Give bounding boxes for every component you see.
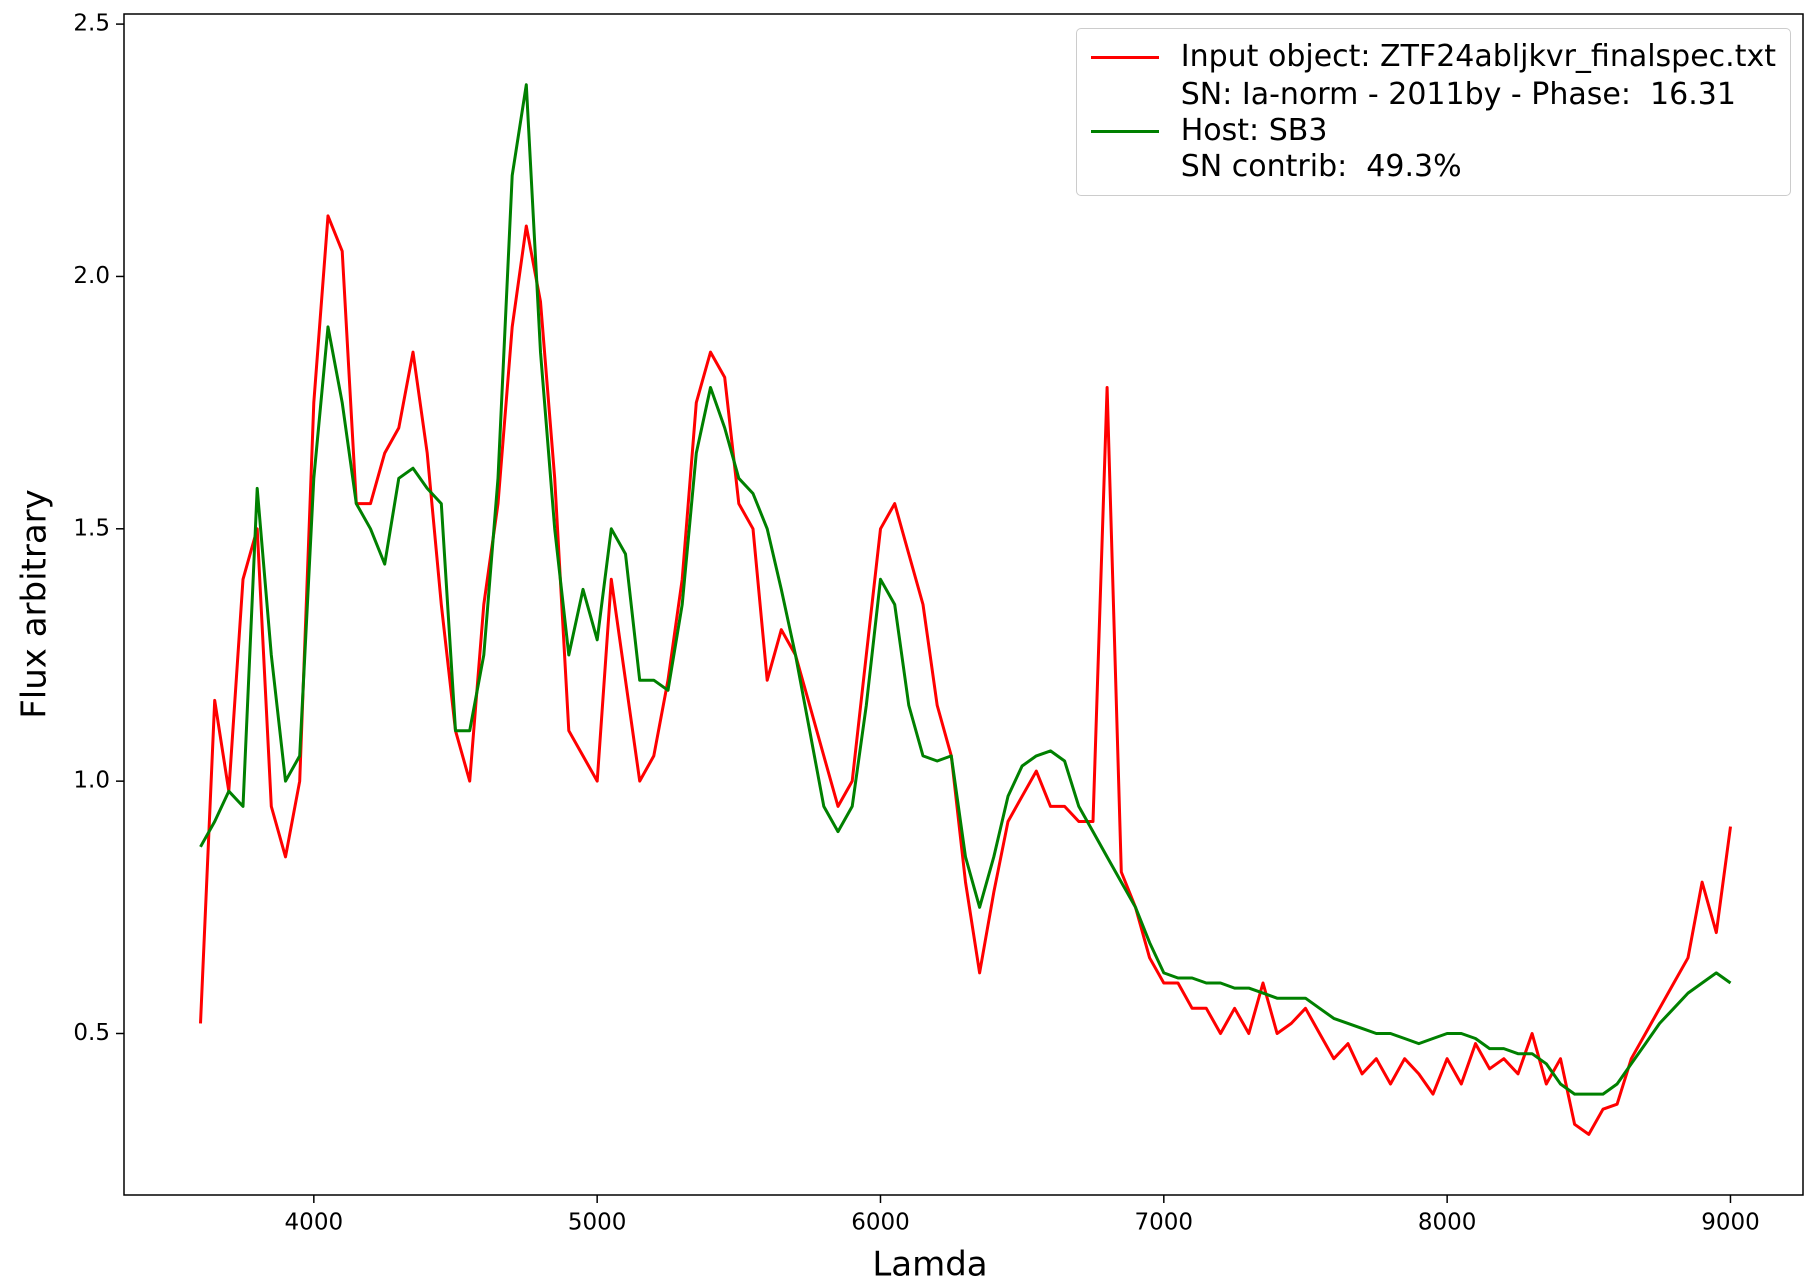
legend-label: SN: Ia-norm - 2011by - Phase: 16.31 Host… xyxy=(1180,77,1736,184)
y-tick-label: 1.0 xyxy=(73,768,110,794)
x-tick-label: 9000 xyxy=(1701,1210,1760,1236)
legend: Input object: ZTF24abljkvr_finalspec.txt… xyxy=(1075,28,1791,196)
y-tick-label: 0.5 xyxy=(73,1020,110,1046)
legend-label: Input object: ZTF24abljkvr_finalspec.txt xyxy=(1180,39,1776,74)
legend-entry: Input object: ZTF24abljkvr_finalspec.txt xyxy=(1090,39,1776,75)
y-axis-label: Flux arbitrary xyxy=(15,489,55,719)
y-tick-label: 2.5 xyxy=(73,11,110,37)
x-tick-label: 4000 xyxy=(285,1210,344,1236)
series-line xyxy=(199,214,1732,1136)
y-tick-label: 2.0 xyxy=(73,263,110,289)
x-axis-label: Lamda xyxy=(872,1245,987,1285)
x-tick-label: 5000 xyxy=(568,1210,627,1236)
x-tick-label: 8000 xyxy=(1418,1210,1477,1236)
y-tick-label: 1.5 xyxy=(73,515,110,541)
x-tick-label: 6000 xyxy=(851,1210,910,1236)
x-tick-label: 7000 xyxy=(1135,1210,1194,1236)
series-line xyxy=(199,83,1732,1096)
legend-entry: SN: Ia-norm - 2011by - Phase: 16.31 Host… xyxy=(1090,77,1776,185)
plot-frame xyxy=(123,13,1804,1196)
legend-swatch xyxy=(1090,129,1159,133)
legend-swatch xyxy=(1090,55,1159,59)
